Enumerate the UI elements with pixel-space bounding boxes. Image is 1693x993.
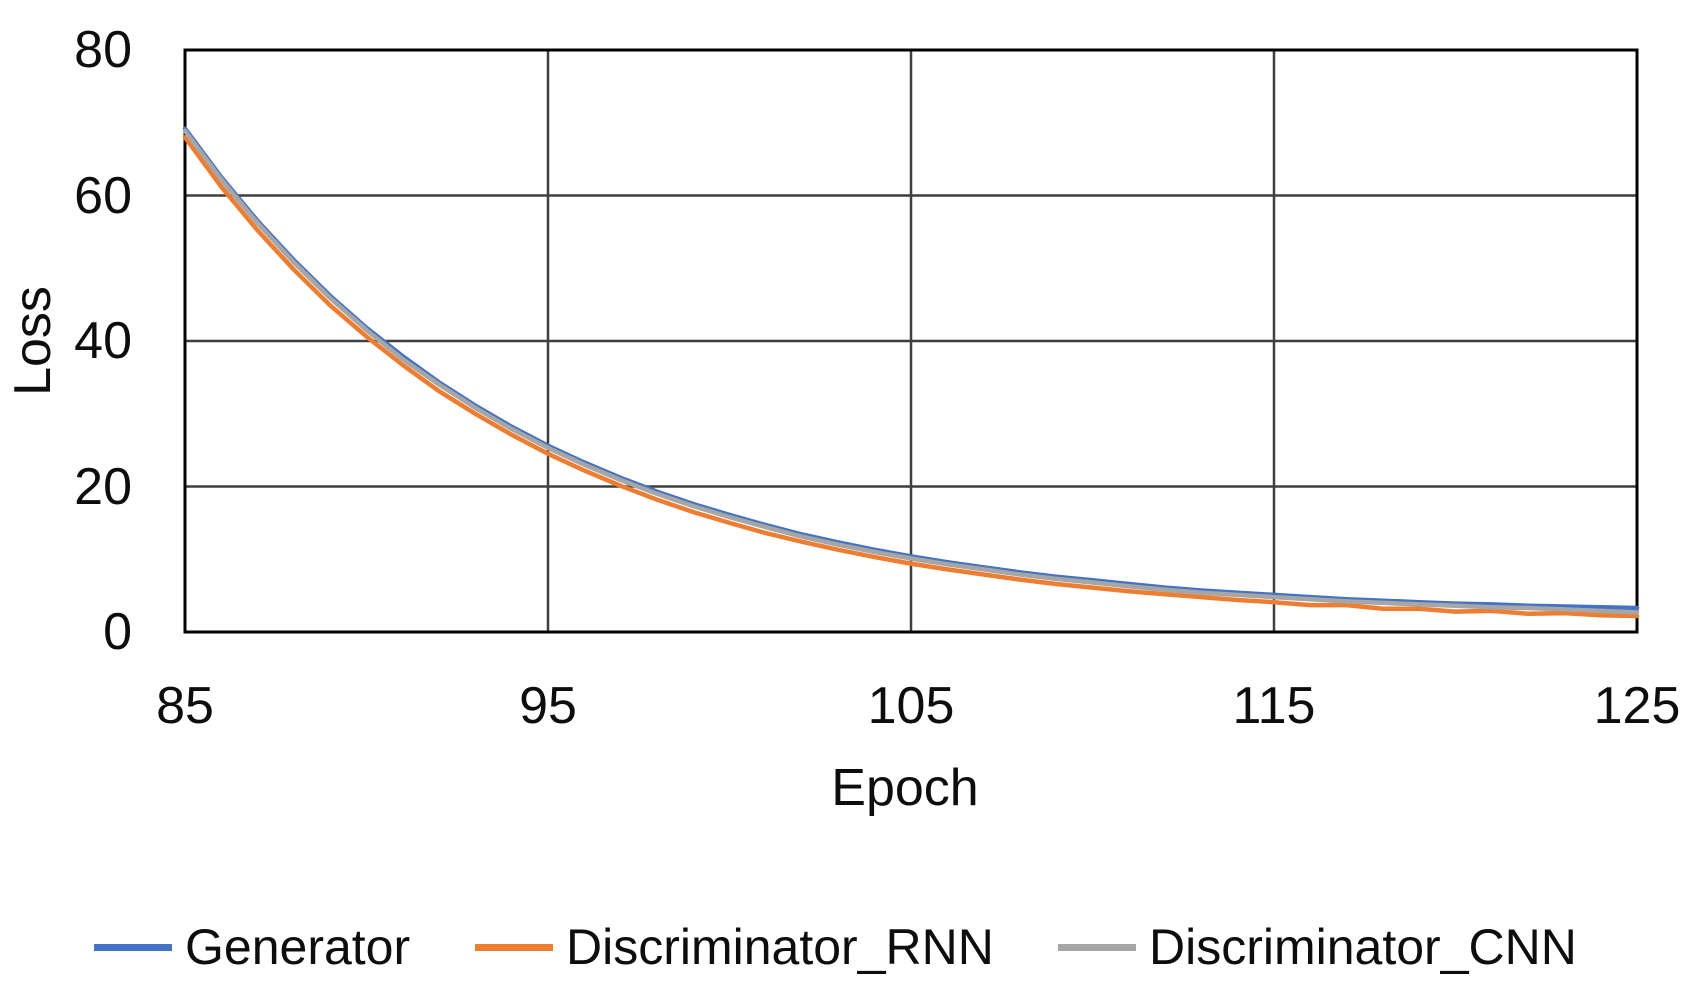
legend-label-discriminator-cnn: Discriminator_CNN (1149, 919, 1577, 975)
legend-item-discriminator-rnn: Discriminator_RNN (475, 918, 994, 976)
x-tick-label-85: 85 (156, 677, 214, 735)
x-axis-title: Epoch (831, 759, 979, 817)
series-line-discriminator_rnn (182, 135, 1640, 619)
legend-label-generator: Generator (185, 919, 411, 975)
y-tick-label-80: 80 (74, 21, 132, 79)
y-tick-label-0: 0 (103, 603, 132, 661)
legend-item-discriminator-cnn: Discriminator_CNN (1058, 918, 1577, 976)
series-line-discriminator_cnn (182, 128, 1640, 615)
y-tick-label-20: 20 (74, 457, 132, 516)
y-tick-label-40: 40 (74, 312, 132, 370)
x-tick-label-115: 115 (1232, 677, 1316, 735)
plot-border (183, 48, 1639, 634)
legend-swatch-discriminator-rnn (475, 943, 553, 951)
legend-swatch-discriminator-cnn (1058, 943, 1136, 951)
legend-label-discriminator-rnn: Discriminator_RNN (566, 919, 994, 975)
y-tick-label-60: 60 (74, 166, 132, 225)
legend: Generator Discriminator_RNN Discriminato… (0, 918, 1693, 978)
x-tick-label-125: 125 (1593, 677, 1681, 735)
x-tick-label-105: 105 (867, 677, 955, 735)
x-tick-label-95: 95 (519, 677, 577, 735)
legend-item-generator: Generator (94, 918, 410, 976)
legend-swatch-generator (94, 943, 172, 951)
